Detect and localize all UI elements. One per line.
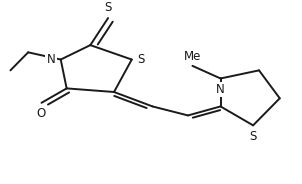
Text: O: O — [37, 107, 46, 120]
Text: N: N — [216, 83, 225, 96]
Text: S: S — [137, 53, 144, 66]
Text: S: S — [104, 1, 112, 14]
Text: Me: Me — [184, 50, 201, 63]
Text: S: S — [249, 130, 257, 143]
Text: N: N — [47, 53, 55, 66]
